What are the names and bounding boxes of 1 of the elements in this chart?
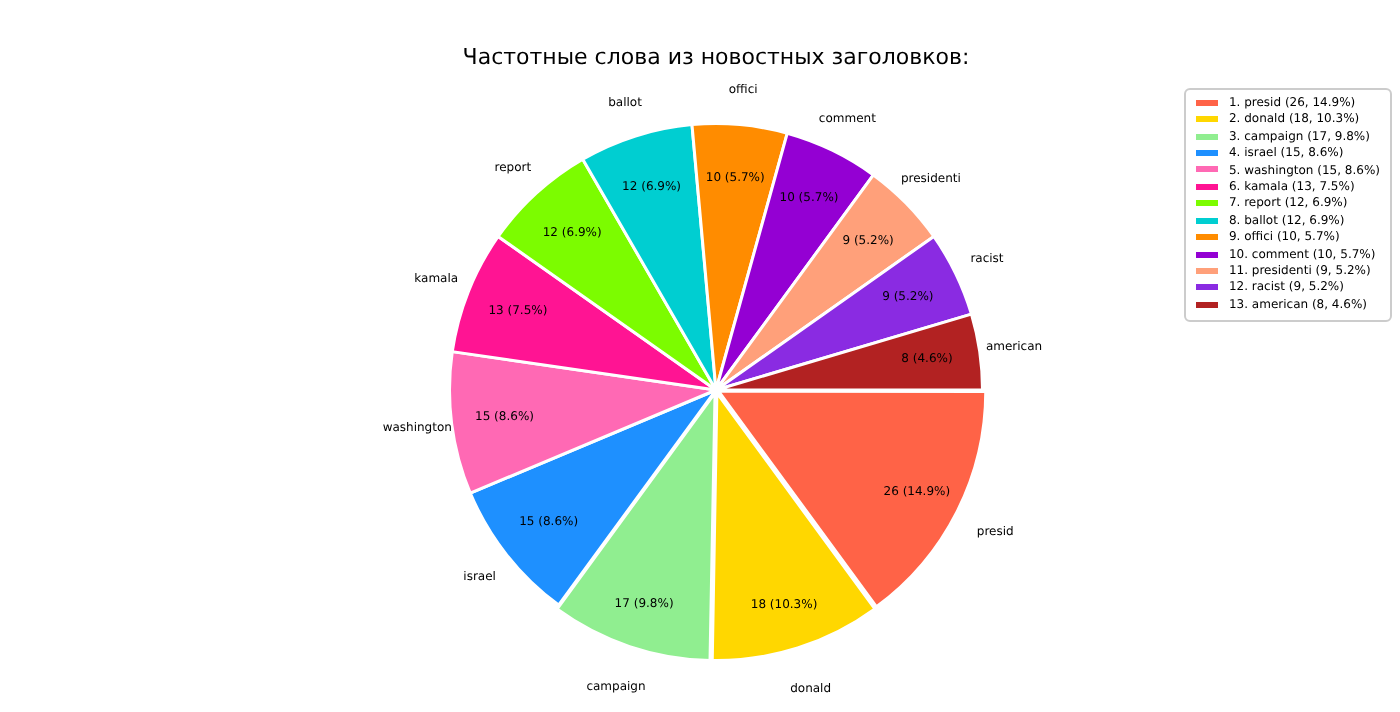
chart-title: Частотные слова из новостных заголовков: [460,44,972,70]
